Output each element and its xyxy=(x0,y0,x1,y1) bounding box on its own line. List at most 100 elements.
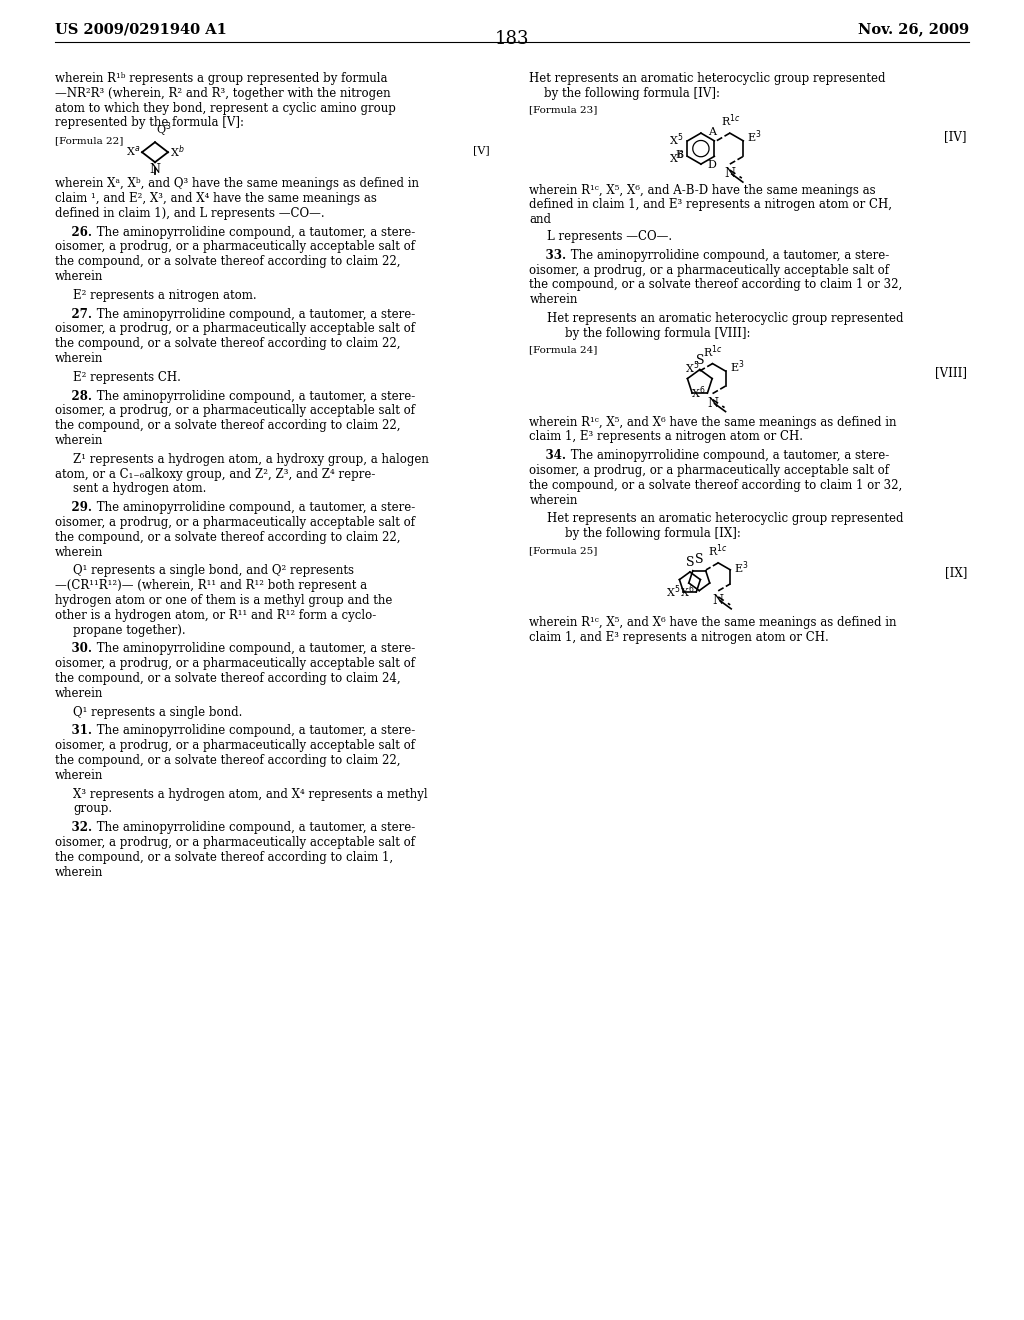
Text: N: N xyxy=(707,396,718,409)
Text: A: A xyxy=(709,127,717,137)
Text: [Formula 24]: [Formula 24] xyxy=(529,346,598,355)
Text: by the following formula [IV]:: by the following formula [IV]: xyxy=(529,87,721,100)
Text: The aminopyrrolidine compound, a tautomer, a stere-: The aminopyrrolidine compound, a tautome… xyxy=(93,389,416,403)
Text: wherein: wherein xyxy=(55,434,103,447)
Text: 32.: 32. xyxy=(55,821,92,834)
Text: X$^6$: X$^6$ xyxy=(691,385,706,401)
Text: Het represents an aromatic heterocyclic group represented: Het represents an aromatic heterocyclic … xyxy=(529,73,886,84)
Text: hydrogen atom or one of them is a methyl group and the: hydrogen atom or one of them is a methyl… xyxy=(55,594,392,607)
Text: The aminopyrrolidine compound, a tautomer, a stere-: The aminopyrrolidine compound, a tautome… xyxy=(567,449,890,462)
Text: wherein R¹ᶜ, X⁵, and X⁶ have the same meanings as defined in: wherein R¹ᶜ, X⁵, and X⁶ have the same me… xyxy=(529,416,897,429)
Text: defined in claim 1, and E³ represents a nitrogen atom or CH,: defined in claim 1, and E³ represents a … xyxy=(529,198,893,211)
Text: R$^{1c}$: R$^{1c}$ xyxy=(702,343,722,359)
Text: —(CR¹¹R¹²)— (wherein, R¹¹ and R¹² both represent a: —(CR¹¹R¹²)— (wherein, R¹¹ and R¹² both r… xyxy=(55,579,368,593)
Text: [V]: [V] xyxy=(473,145,489,156)
Text: E$^3$: E$^3$ xyxy=(729,359,744,375)
Text: oisomer, a prodrug, or a pharmaceutically acceptable salt of: oisomer, a prodrug, or a pharmaceuticall… xyxy=(55,836,415,849)
Text: atom to which they bond, represent a cyclic amino group: atom to which they bond, represent a cyc… xyxy=(55,102,396,115)
Text: Het represents an aromatic heterocyclic group represented: Het represents an aromatic heterocyclic … xyxy=(548,312,904,325)
Text: 27.: 27. xyxy=(55,308,92,321)
Text: E² represents CH.: E² represents CH. xyxy=(73,371,181,384)
Text: X$^a$: X$^a$ xyxy=(126,144,140,158)
Text: X$^5$: X$^5$ xyxy=(670,132,683,148)
Text: oisomer, a prodrug, or a pharmaceutically acceptable salt of: oisomer, a prodrug, or a pharmaceuticall… xyxy=(55,516,415,529)
Text: N: N xyxy=(724,168,735,180)
Text: wherein R¹ᵇ represents a group represented by formula: wherein R¹ᵇ represents a group represent… xyxy=(55,73,387,84)
Text: oisomer, a prodrug, or a pharmaceutically acceptable salt of: oisomer, a prodrug, or a pharmaceuticall… xyxy=(55,657,415,671)
Text: The aminopyrrolidine compound, a tautomer, a stere-: The aminopyrrolidine compound, a tautome… xyxy=(93,308,416,321)
Text: N: N xyxy=(713,594,724,607)
Text: the compound, or a solvate thereof according to claim 24,: the compound, or a solvate thereof accor… xyxy=(55,672,400,685)
Text: E$^3$: E$^3$ xyxy=(748,128,762,145)
Text: S: S xyxy=(695,354,705,367)
Text: [VIII]: [VIII] xyxy=(935,366,967,379)
Text: oisomer, a prodrug, or a pharmaceutically acceptable salt of: oisomer, a prodrug, or a pharmaceuticall… xyxy=(55,404,415,417)
Text: The aminopyrrolidine compound, a tautomer, a stere-: The aminopyrrolidine compound, a tautome… xyxy=(93,821,416,834)
Text: Q¹ represents a single bond, and Q² represents: Q¹ represents a single bond, and Q² repr… xyxy=(73,565,354,577)
Text: 31.: 31. xyxy=(55,725,92,738)
Text: B: B xyxy=(676,150,683,160)
Text: wherein R¹ᶜ, X⁵, X⁶, and A-B-D have the same meanings as: wherein R¹ᶜ, X⁵, X⁶, and A-B-D have the … xyxy=(529,183,877,197)
Text: oisomer, a prodrug, or a pharmaceutically acceptable salt of: oisomer, a prodrug, or a pharmaceuticall… xyxy=(55,739,415,752)
Text: X$^6$: X$^6$ xyxy=(680,583,694,601)
Text: X³ represents a hydrogen atom, and X⁴ represents a methyl: X³ represents a hydrogen atom, and X⁴ re… xyxy=(73,788,428,801)
Text: the compound, or a solvate thereof according to claim 22,: the compound, or a solvate thereof accor… xyxy=(55,255,400,268)
Text: The aminopyrrolidine compound, a tautomer, a stere-: The aminopyrrolidine compound, a tautome… xyxy=(93,643,416,656)
Text: 28.: 28. xyxy=(55,389,92,403)
Text: Het represents an aromatic heterocyclic group represented: Het represents an aromatic heterocyclic … xyxy=(548,512,904,525)
Text: [IX]: [IX] xyxy=(944,566,967,579)
Text: The aminopyrrolidine compound, a tautomer, a stere-: The aminopyrrolidine compound, a tautome… xyxy=(93,226,416,239)
Text: wherein: wherein xyxy=(55,545,103,558)
Text: E$^3$: E$^3$ xyxy=(734,560,749,576)
Text: X$^b$: X$^b$ xyxy=(170,143,184,160)
Text: wherein Xᵃ, Xᵇ, and Q³ have the same meanings as defined in: wherein Xᵃ, Xᵇ, and Q³ have the same mea… xyxy=(55,177,419,190)
Text: oisomer, a prodrug, or a pharmaceutically acceptable salt of: oisomer, a prodrug, or a pharmaceuticall… xyxy=(529,465,890,477)
Text: [Formula 23]: [Formula 23] xyxy=(529,106,598,115)
Text: D: D xyxy=(708,160,717,170)
Text: Z¹ represents a hydrogen atom, a hydroxy group, a halogen: Z¹ represents a hydrogen atom, a hydroxy… xyxy=(73,453,429,466)
Text: the compound, or a solvate thereof according to claim 22,: the compound, or a solvate thereof accor… xyxy=(55,531,400,544)
Text: represented by the formula [V]:: represented by the formula [V]: xyxy=(55,116,244,129)
Text: [Formula 25]: [Formula 25] xyxy=(529,546,598,554)
Text: oisomer, a prodrug, or a pharmaceutically acceptable salt of: oisomer, a prodrug, or a pharmaceuticall… xyxy=(55,322,415,335)
Text: wherein: wherein xyxy=(55,686,103,700)
Text: 34.: 34. xyxy=(529,449,566,462)
Text: S: S xyxy=(695,553,703,566)
Text: 183: 183 xyxy=(495,30,529,48)
Text: claim 1, and E³ represents a nitrogen atom or CH.: claim 1, and E³ represents a nitrogen at… xyxy=(529,631,829,644)
Text: S: S xyxy=(686,556,694,569)
Text: oisomer, a prodrug, or a pharmaceutically acceptable salt of: oisomer, a prodrug, or a pharmaceuticall… xyxy=(529,264,890,277)
Text: X$^5$: X$^5$ xyxy=(667,583,680,601)
Text: propane together).: propane together). xyxy=(73,623,185,636)
Text: X$^6$: X$^6$ xyxy=(669,149,683,165)
Text: defined in claim 1), and L represents —CO—.: defined in claim 1), and L represents —C… xyxy=(55,207,325,220)
Text: the compound, or a solvate thereof according to claim 1 or 32,: the compound, or a solvate thereof accor… xyxy=(529,279,903,292)
Text: 33.: 33. xyxy=(529,248,566,261)
Text: by the following formula [VIII]:: by the following formula [VIII]: xyxy=(565,327,751,339)
Text: the compound, or a solvate thereof according to claim 1,: the compound, or a solvate thereof accor… xyxy=(55,851,393,863)
Text: Q$^3$: Q$^3$ xyxy=(156,120,171,139)
Text: 26.: 26. xyxy=(55,226,92,239)
Text: US 2009/0291940 A1: US 2009/0291940 A1 xyxy=(55,22,227,36)
Text: R$^{1c}$: R$^{1c}$ xyxy=(709,543,728,558)
Text: 30.: 30. xyxy=(55,643,92,656)
Text: N: N xyxy=(150,164,161,176)
Text: [Formula 22]: [Formula 22] xyxy=(55,136,123,145)
Text: Q¹ represents a single bond.: Q¹ represents a single bond. xyxy=(73,706,243,718)
Text: the compound, or a solvate thereof according to claim 22,: the compound, or a solvate thereof accor… xyxy=(55,754,400,767)
Text: oisomer, a prodrug, or a pharmaceutically acceptable salt of: oisomer, a prodrug, or a pharmaceuticall… xyxy=(55,240,415,253)
Text: wherein: wherein xyxy=(55,866,103,879)
Text: wherein: wherein xyxy=(529,494,578,507)
Text: claim 1, E³ represents a nitrogen atom or CH.: claim 1, E³ represents a nitrogen atom o… xyxy=(529,430,804,444)
Text: sent a hydrogen atom.: sent a hydrogen atom. xyxy=(73,482,207,495)
Text: X$^5$: X$^5$ xyxy=(684,359,698,376)
Text: wherein R¹ᶜ, X⁵, and X⁶ have the same meanings as defined in: wherein R¹ᶜ, X⁵, and X⁶ have the same me… xyxy=(529,616,897,630)
Text: The aminopyrrolidine compound, a tautomer, a stere-: The aminopyrrolidine compound, a tautome… xyxy=(567,248,890,261)
Text: R$^{1c}$: R$^{1c}$ xyxy=(721,112,740,129)
Text: the compound, or a solvate thereof according to claim 1 or 32,: the compound, or a solvate thereof accor… xyxy=(529,479,903,492)
Text: The aminopyrrolidine compound, a tautomer, a stere-: The aminopyrrolidine compound, a tautome… xyxy=(93,725,416,738)
Text: E² represents a nitrogen atom.: E² represents a nitrogen atom. xyxy=(73,289,257,302)
Text: the compound, or a solvate thereof according to claim 22,: the compound, or a solvate thereof accor… xyxy=(55,420,400,432)
Text: L represents —CO—.: L represents —CO—. xyxy=(548,230,673,243)
Text: [IV]: [IV] xyxy=(944,131,967,143)
